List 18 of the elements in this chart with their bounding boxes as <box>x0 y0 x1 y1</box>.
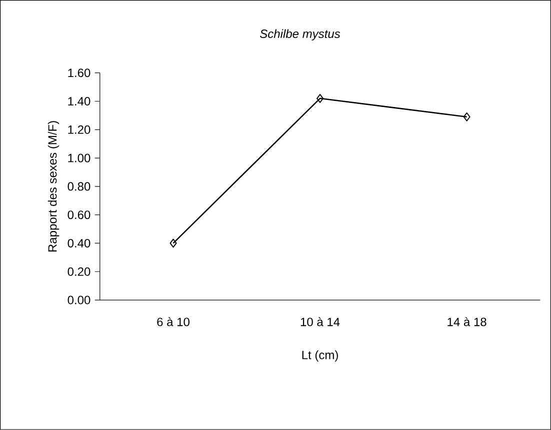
point <box>170 238 177 248</box>
point <box>316 94 324 103</box>
y-tick-label: 0.40 <box>68 239 90 248</box>
y-tick-label: 0.60 <box>68 210 90 220</box>
y-tick-label: 0.20 <box>68 267 90 276</box>
y-tick-label: 0.00 <box>68 296 90 304</box>
x-tick-label: 6 à 10 <box>157 317 190 326</box>
y-axis-title: Rapport des sexes (M/F) <box>48 121 60 252</box>
point <box>463 112 470 122</box>
y-tick-label: 0.80 <box>68 182 90 191</box>
y-tick-label: 1.00 <box>68 154 90 162</box>
x-tick-label: 10 à 14 <box>300 317 340 326</box>
chart-title: Schilbe mystus <box>260 29 340 40</box>
y-tick-label: 1.40 <box>68 97 90 106</box>
x-axis-title: Lt (cm) <box>302 350 338 362</box>
y-tick-label: 1.60 <box>68 68 90 78</box>
y-tick-label: 1.20 <box>68 125 90 134</box>
x-tick-label: 14 à 18 <box>448 317 486 326</box>
